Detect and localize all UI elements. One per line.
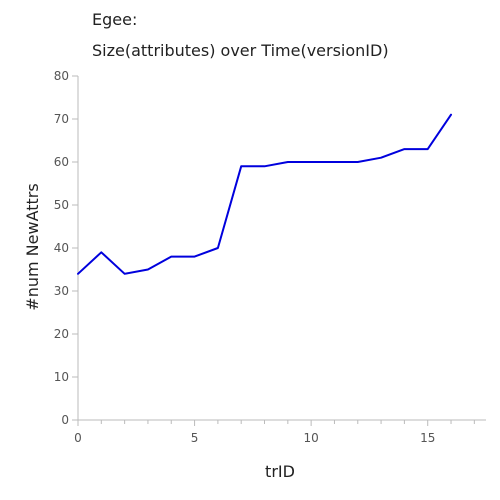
y-tick-label: 60 xyxy=(54,155,69,169)
series-layer xyxy=(78,115,451,274)
chart-title: Egee: xyxy=(92,10,137,29)
x-tick-label: 5 xyxy=(191,431,199,445)
y-tick-label: 20 xyxy=(54,327,69,341)
x-axis: 0 5 10 15 xyxy=(74,420,486,445)
y-tick-label: 30 xyxy=(54,284,69,298)
x-tick-label: 10 xyxy=(304,431,319,445)
y-axis: 0 10 20 30 40 50 60 70 80 xyxy=(54,69,78,427)
series-line-0 xyxy=(78,115,451,274)
x-tick-label: 0 xyxy=(74,431,82,445)
y-tick-label: 10 xyxy=(54,370,69,384)
chart-subtitle: Size(attributes) over Time(versionID) xyxy=(92,41,389,60)
y-tick-label: 50 xyxy=(54,198,69,212)
y-tick-label: 70 xyxy=(54,112,69,126)
x-axis-label: trID xyxy=(265,462,295,481)
y-tick-label: 0 xyxy=(61,413,69,427)
y-tick-label: 80 xyxy=(54,69,69,83)
y-tick-label: 40 xyxy=(54,241,69,255)
x-tick-label: 15 xyxy=(420,431,435,445)
y-axis-label: #num NewAttrs xyxy=(23,183,42,310)
